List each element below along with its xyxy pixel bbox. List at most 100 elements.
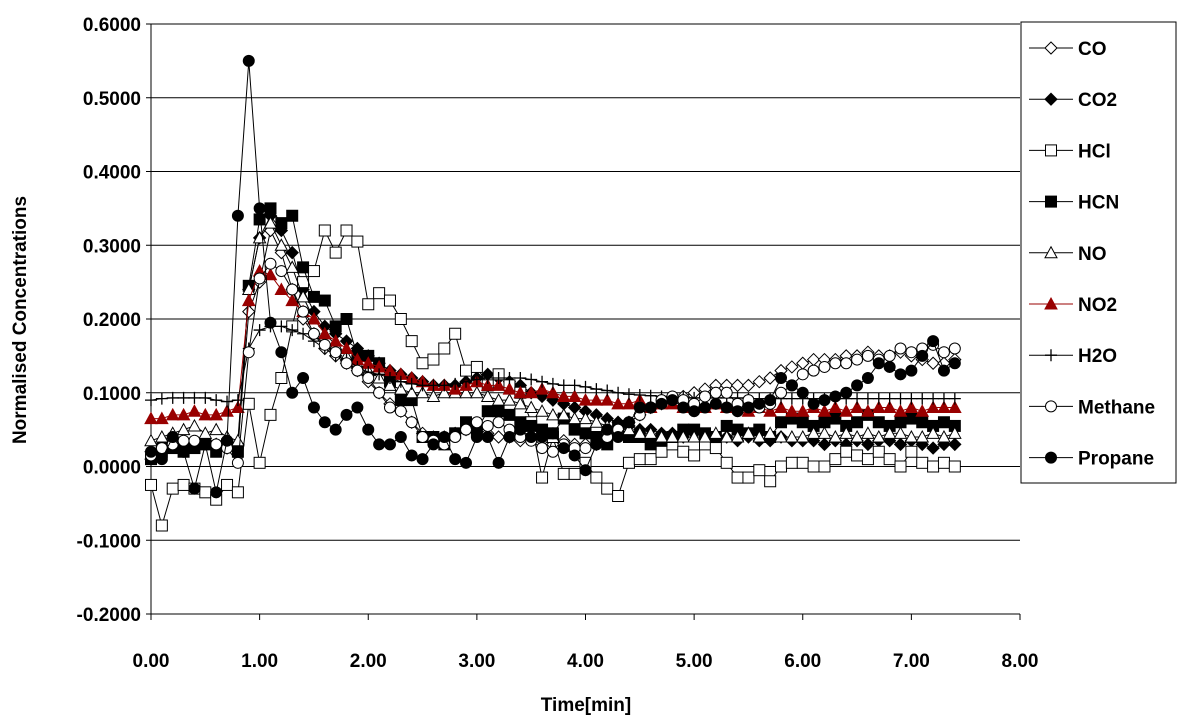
data-point — [633, 453, 646, 466]
data-point — [665, 429, 680, 443]
data-point — [231, 456, 244, 469]
legend-marker — [1045, 451, 1057, 464]
data-point — [948, 437, 962, 452]
data-point — [655, 397, 668, 410]
data-point — [307, 311, 321, 325]
data-point — [286, 209, 299, 222]
data-point — [155, 429, 169, 443]
data-point — [394, 375, 407, 388]
data-point — [916, 349, 929, 362]
data-point — [861, 404, 875, 417]
data-point — [742, 401, 755, 414]
legend-label: NO — [1078, 244, 1107, 265]
data-point — [839, 404, 854, 417]
x-axis-title: Time[min] — [541, 695, 631, 716]
data-point — [916, 416, 929, 429]
data-point — [926, 426, 940, 439]
data-point — [275, 217, 288, 230]
data-point — [188, 482, 201, 495]
data-point — [589, 393, 604, 406]
data-point — [470, 416, 483, 429]
data-point — [730, 378, 745, 393]
data-point — [199, 486, 212, 499]
data-point — [481, 431, 494, 443]
data-point — [579, 442, 592, 455]
series-propane — [145, 54, 961, 499]
data-point — [264, 202, 277, 215]
data-point — [840, 445, 853, 458]
legend-marker — [1045, 349, 1057, 362]
data-point — [785, 392, 798, 405]
data-point — [775, 416, 788, 429]
data-point — [286, 386, 299, 399]
data-point — [460, 456, 473, 469]
data-point — [644, 438, 657, 451]
data-point — [492, 416, 505, 429]
data-point — [937, 400, 951, 413]
data-point — [491, 393, 506, 406]
data-point — [176, 422, 191, 436]
data-point — [285, 260, 300, 273]
data-point — [449, 377, 462, 390]
data-point — [882, 426, 897, 439]
data-point — [904, 400, 919, 413]
data-point — [275, 265, 288, 278]
data-point — [427, 379, 440, 392]
data-point — [155, 392, 168, 405]
legend-label: CO — [1078, 39, 1107, 60]
y-tick-label: 0.6000 — [83, 15, 141, 36]
data-point — [796, 356, 810, 370]
data-point — [362, 298, 375, 311]
data-point — [818, 360, 831, 373]
data-point — [774, 400, 788, 413]
data-point — [840, 357, 853, 370]
data-point — [655, 445, 668, 458]
data-point — [872, 445, 885, 458]
data-point — [297, 327, 310, 340]
data-point — [502, 382, 517, 395]
gridlines — [151, 23, 1020, 615]
x-tick-label: 4.00 — [567, 651, 604, 672]
data-point — [795, 404, 810, 417]
y-tick-labels: -0.2000 -0.1000 0.0000 0.1000 0.2000 0.3000 0.… — [77, 15, 141, 626]
data-point — [297, 372, 310, 384]
data-point — [426, 389, 441, 402]
data-point — [817, 426, 832, 439]
data-point — [666, 394, 679, 407]
data-point — [677, 445, 690, 458]
data-point — [525, 419, 538, 432]
data-point — [491, 378, 506, 391]
data-point — [644, 389, 657, 402]
data-point — [883, 392, 896, 405]
legend-marker — [1045, 195, 1057, 208]
data-point — [416, 357, 429, 370]
data-point — [274, 238, 289, 251]
data-point — [264, 408, 277, 421]
data-point — [688, 405, 701, 418]
data-point — [166, 391, 179, 404]
data-point — [427, 353, 440, 366]
data-point — [590, 471, 603, 484]
data-point — [285, 245, 299, 260]
series-layer — [144, 54, 962, 532]
data-point — [828, 429, 843, 443]
data-point — [329, 346, 342, 359]
data-point — [264, 316, 277, 329]
data-point — [568, 379, 581, 392]
data-point — [556, 407, 571, 421]
data-point — [231, 445, 244, 458]
data-point — [405, 335, 418, 348]
data-point — [807, 397, 820, 410]
data-point — [460, 423, 473, 436]
y-axis-title: Normalised Concentrations — [10, 196, 31, 444]
data-point — [654, 429, 669, 443]
data-point — [394, 394, 407, 407]
data-point — [861, 372, 874, 384]
data-point — [339, 341, 354, 354]
data-point — [763, 426, 778, 439]
data-point — [839, 426, 854, 439]
data-point — [296, 289, 310, 303]
data-point — [753, 464, 766, 477]
data-point — [698, 429, 712, 443]
data-point — [144, 411, 158, 425]
